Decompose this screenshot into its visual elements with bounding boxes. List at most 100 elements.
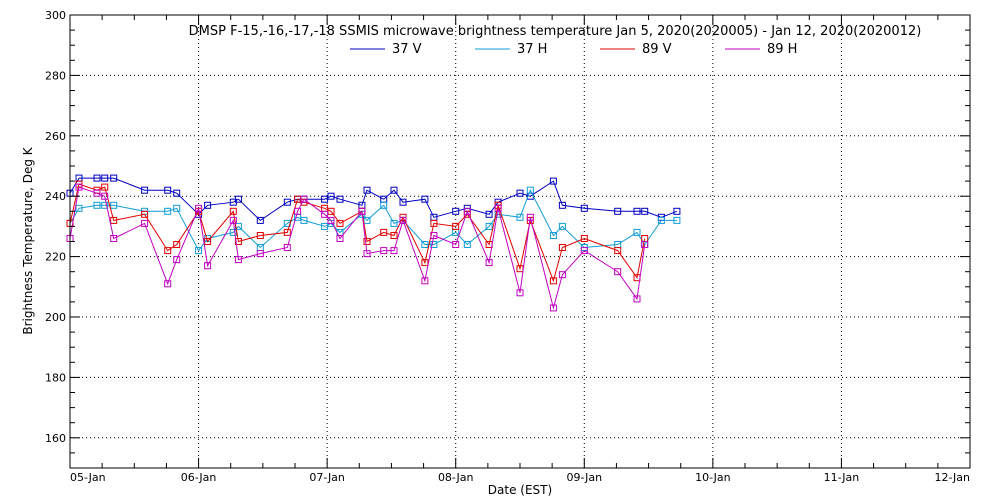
x-tick-label: 12-Jan (934, 471, 970, 484)
data-point-marker (390, 186, 398, 194)
data-point-marker (327, 192, 335, 200)
data-point-marker (363, 250, 371, 258)
series-layer (66, 174, 681, 312)
data-point-marker (558, 222, 566, 230)
data-point-marker (173, 189, 181, 197)
data-point-marker (164, 186, 172, 194)
data-point-marker (101, 174, 109, 182)
y-tick-label: 220 (45, 251, 66, 264)
data-point-marker (485, 210, 493, 218)
legend-label: 89 V (642, 42, 672, 57)
data-point-marker (485, 259, 493, 267)
data-point-marker (256, 250, 264, 258)
data-point-marker (399, 216, 407, 224)
series-89-h (66, 183, 649, 312)
chart-title: DMSP F-15,-16,-17,-18 SSMIS microwave br… (189, 24, 922, 39)
data-point-marker (549, 277, 557, 285)
data-point-marker (399, 198, 407, 206)
data-point-marker (294, 207, 302, 215)
data-point-marker (614, 207, 622, 215)
data-point-marker (195, 204, 203, 212)
x-tick-label: 09-Jan (567, 471, 603, 484)
data-point-marker (336, 195, 344, 203)
data-point-marker (421, 277, 429, 285)
data-point-marker (380, 247, 388, 255)
data-point-marker (321, 210, 329, 218)
data-point-marker (390, 219, 398, 227)
data-point-marker (164, 280, 172, 288)
data-point-marker (421, 259, 429, 267)
data-point-marker (526, 213, 534, 221)
data-point-marker (614, 268, 622, 276)
y-tick-label: 200 (45, 311, 66, 324)
data-point-marker (234, 238, 242, 245)
data-point-marker (558, 271, 566, 279)
data-point-marker (110, 235, 118, 242)
data-point-marker (101, 192, 109, 200)
data-point-marker (516, 189, 524, 197)
data-point-marker (101, 183, 109, 191)
y-tick-label: 180 (45, 371, 66, 384)
data-point-marker (336, 219, 344, 227)
y-axis-label: Brightness Temperature, Deg K (21, 146, 35, 334)
data-point-marker (229, 207, 237, 215)
data-point-marker (234, 195, 242, 203)
data-point-marker (641, 207, 649, 215)
data-point-marker (256, 232, 264, 239)
data-point-marker (93, 201, 101, 209)
data-point-marker (494, 204, 502, 212)
legend: 37 V 37 H 89 V 89 H (350, 42, 797, 57)
data-point-marker (101, 201, 109, 209)
data-point-marker (463, 241, 471, 248)
x-tick-label: 11-Jan (824, 471, 860, 484)
data-point-marker (204, 238, 212, 245)
data-point-marker (673, 216, 681, 224)
data-point-marker (204, 262, 212, 270)
data-point-marker (380, 201, 388, 209)
legend-label: 37 H (517, 42, 547, 57)
data-point-marker (657, 216, 665, 224)
data-point-marker (283, 198, 291, 206)
data-point-marker (390, 247, 398, 255)
data-point-marker (93, 189, 101, 197)
data-point-marker (358, 207, 366, 215)
data-point-marker (173, 204, 181, 212)
data-point-marker (75, 183, 83, 191)
data-point-marker (141, 210, 149, 218)
legend-label: 37 V (392, 42, 422, 57)
data-point-marker (283, 228, 291, 236)
data-point-marker (452, 241, 460, 248)
data-point-marker (164, 247, 172, 255)
data-point-marker (363, 186, 371, 194)
data-point-marker (75, 204, 83, 212)
data-point-marker (204, 201, 212, 209)
data-point-marker (641, 241, 649, 248)
data-point-marker (452, 207, 460, 215)
data-point-marker (164, 207, 172, 215)
data-point-marker (549, 177, 557, 185)
data-point-marker (380, 228, 388, 236)
legend-label: 89 H (767, 42, 797, 57)
data-point-marker (430, 241, 438, 248)
data-point-marker (234, 256, 242, 264)
data-point-marker (516, 213, 524, 221)
x-axis-label: Date (EST) (488, 483, 552, 497)
y-tick-label: 300 (45, 9, 66, 22)
data-point-marker (549, 232, 557, 239)
data-point-marker (421, 195, 429, 203)
data-point-marker (558, 244, 566, 251)
data-point-marker (633, 295, 641, 303)
x-tick-label: 08-Jan (438, 471, 474, 484)
data-point-marker (110, 174, 118, 182)
data-point-marker (256, 216, 264, 224)
data-point-marker (430, 232, 438, 239)
data-point-marker (580, 247, 588, 255)
data-point-marker (580, 235, 588, 242)
data-point-marker (300, 195, 308, 203)
data-point-marker (390, 232, 398, 239)
data-point-marker (549, 304, 557, 312)
data-point-marker (516, 289, 524, 297)
x-tick-label: 07-Jan (309, 471, 345, 484)
